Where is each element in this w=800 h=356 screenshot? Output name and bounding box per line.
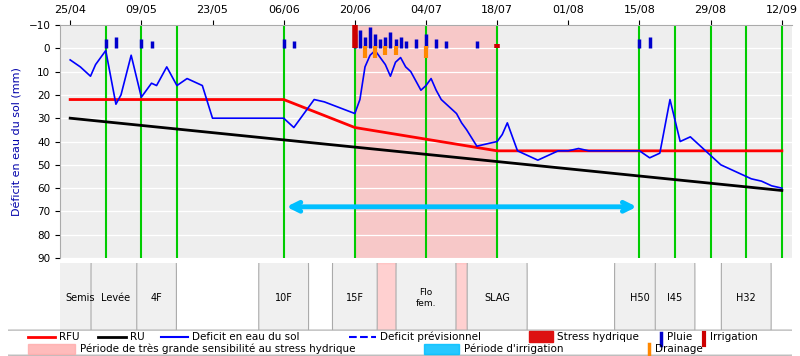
- Text: Période de très grande sensibilité au stress hydrique: Période de très grande sensibilité au st…: [80, 343, 356, 354]
- Text: Semis: Semis: [66, 293, 95, 303]
- Text: Deficit prévisionnel: Deficit prévisionnel: [381, 331, 482, 342]
- Text: RU: RU: [130, 332, 144, 342]
- FancyBboxPatch shape: [722, 243, 771, 353]
- Text: I45: I45: [667, 293, 682, 303]
- FancyBboxPatch shape: [4, 330, 796, 355]
- FancyBboxPatch shape: [396, 243, 456, 353]
- FancyBboxPatch shape: [655, 243, 695, 353]
- Bar: [530, 331, 553, 342]
- FancyBboxPatch shape: [258, 243, 309, 353]
- Text: SLAG: SLAG: [484, 293, 510, 303]
- Text: H50: H50: [630, 293, 650, 303]
- FancyBboxPatch shape: [333, 243, 378, 353]
- Text: Drainage: Drainage: [654, 344, 702, 354]
- FancyBboxPatch shape: [467, 243, 527, 353]
- Text: Pluie: Pluie: [666, 332, 692, 342]
- Text: Flo
fem.: Flo fem.: [416, 288, 436, 308]
- Text: H32: H32: [736, 293, 756, 303]
- Bar: [27, 344, 74, 354]
- Text: 15F: 15F: [346, 293, 364, 303]
- FancyBboxPatch shape: [91, 243, 141, 353]
- FancyBboxPatch shape: [55, 243, 106, 353]
- FancyBboxPatch shape: [137, 243, 177, 353]
- Bar: [423, 344, 459, 354]
- Bar: [355, 263, 497, 333]
- Text: Irrigation: Irrigation: [710, 332, 758, 342]
- Text: Levée: Levée: [102, 293, 130, 303]
- Text: 4F: 4F: [150, 293, 162, 303]
- FancyBboxPatch shape: [614, 243, 665, 353]
- Text: 10F: 10F: [274, 293, 293, 303]
- Text: RFU: RFU: [59, 332, 79, 342]
- Text: Stress hydrique: Stress hydrique: [557, 332, 638, 342]
- Text: Période d'irrigation: Période d'irrigation: [464, 343, 564, 354]
- Text: Deficit en eau du sol: Deficit en eau du sol: [192, 332, 300, 342]
- Y-axis label: Déficit en eau du sol (mm): Déficit en eau du sol (mm): [13, 67, 23, 216]
- Bar: [355, 25, 497, 258]
